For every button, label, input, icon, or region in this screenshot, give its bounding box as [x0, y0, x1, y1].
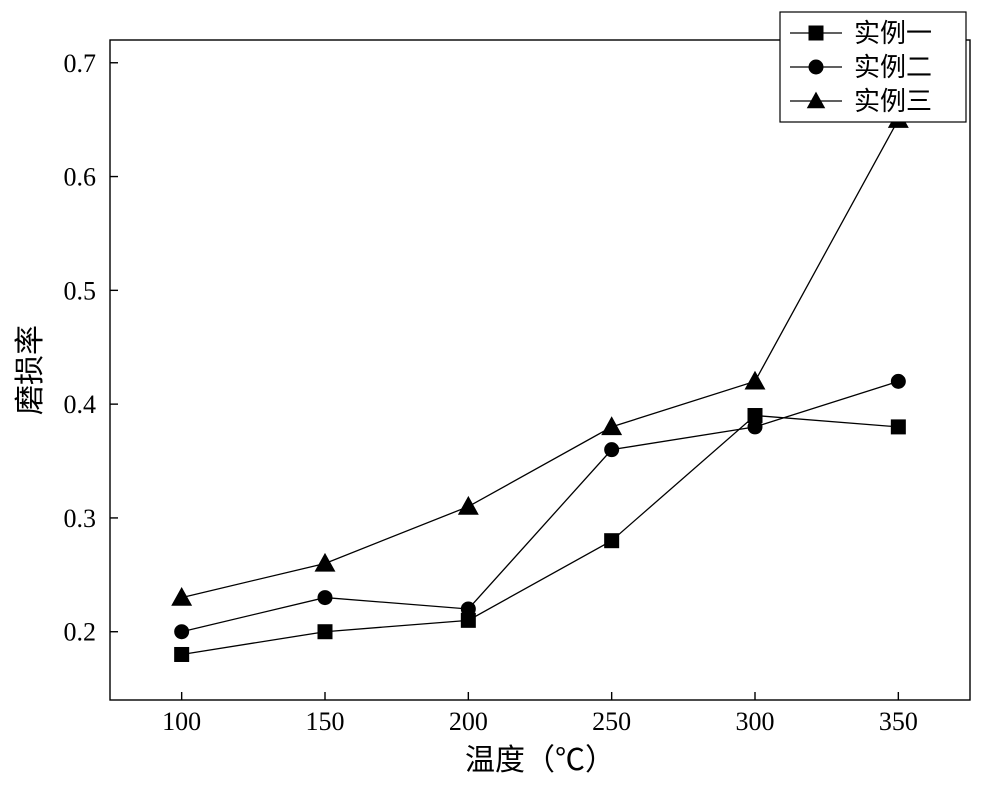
- series-0-marker: [891, 420, 905, 434]
- svg-text:250: 250: [592, 707, 631, 736]
- series-1-marker: [605, 443, 619, 457]
- chart-container: 100 150 200 250 300 350 0.2 0.3 0.4 0.5 0.6 0.7 温度（℃…: [0, 0, 1000, 792]
- svg-text:100: 100: [162, 707, 201, 736]
- svg-text:0.4: 0.4: [64, 390, 97, 419]
- svg-text:0.6: 0.6: [64, 163, 97, 192]
- series-2-marker: [315, 554, 334, 571]
- series-1-marker: [175, 625, 189, 639]
- series-2-marker: [602, 417, 621, 434]
- legend-marker-0: [809, 26, 823, 40]
- series-1-marker: [891, 374, 905, 388]
- svg-text:0.2: 0.2: [64, 618, 97, 647]
- svg-text:0.5: 0.5: [64, 276, 97, 305]
- series-1-marker: [748, 420, 762, 434]
- series-0-marker: [605, 534, 619, 548]
- legend-label-1: 实例二: [854, 53, 932, 82]
- svg-text:0.7: 0.7: [64, 49, 97, 78]
- x-axis-label: 温度（℃）: [465, 744, 615, 777]
- series-0-marker: [318, 625, 332, 639]
- svg-text:200: 200: [449, 707, 488, 736]
- line-chart: 100 150 200 250 300 350 0.2 0.3 0.4 0.5 0.6 0.7 温度（℃…: [0, 0, 1000, 792]
- svg-text:300: 300: [736, 707, 775, 736]
- legend-label-0: 实例一: [854, 19, 932, 48]
- legend-label-2: 实例三: [854, 87, 932, 116]
- series-0-line: [182, 416, 899, 655]
- series-1-marker: [461, 602, 475, 616]
- series-0-marker: [175, 647, 189, 661]
- series-1-marker: [318, 591, 332, 605]
- svg-text:150: 150: [306, 707, 345, 736]
- series-2-marker: [459, 497, 478, 514]
- series-2-line: [182, 120, 899, 598]
- svg-text:350: 350: [879, 707, 918, 736]
- y-axis-label: 磨损率: [14, 325, 47, 415]
- legend-marker-1: [809, 60, 823, 74]
- series-2-marker: [745, 372, 764, 389]
- svg-text:0.3: 0.3: [64, 504, 97, 533]
